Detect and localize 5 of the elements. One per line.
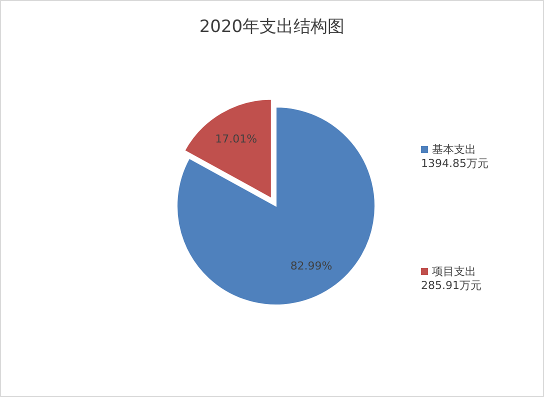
data-label: 17.01% — [215, 132, 258, 146]
data-label: 82.99% — [290, 260, 332, 273]
legend-label: 基本支出 1394.85万元 — [421, 143, 490, 171]
chart-title: 2020年支出结构图 — [198, 16, 346, 38]
legend-label: 项目支出 285.91万元 — [421, 265, 482, 293]
